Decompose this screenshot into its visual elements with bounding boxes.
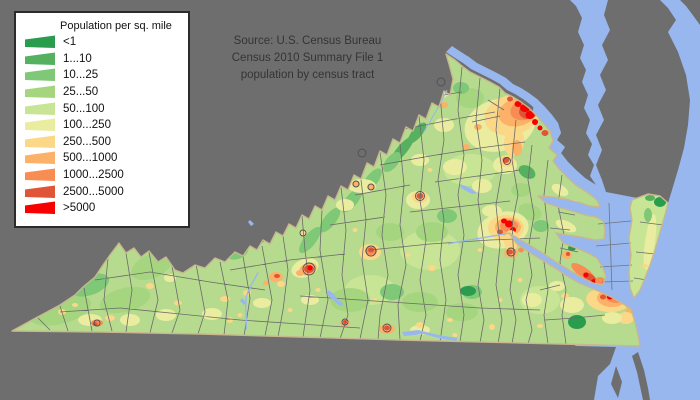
legend-swatch: [25, 85, 55, 99]
legend-swatch: [25, 168, 55, 182]
source-line-3: population by census tract: [240, 69, 375, 81]
source-line-2: Census 2010 Summary File 1: [231, 52, 384, 64]
city-outline-martinsville: [341, 318, 349, 326]
outer-banks-strip: [632, 352, 650, 400]
eastern-shore-border: [628, 193, 669, 299]
legend-swatch: [25, 118, 55, 132]
source-line-1: Source: U.S. Census Bureau: [233, 35, 382, 47]
legend-item: 1000...2500: [16, 167, 188, 184]
potomac-river: [446, 46, 612, 212]
city-outline-charlottesville: [415, 191, 425, 201]
city-boundaries-layer: [93, 77, 516, 333]
legend-rows: <1 1...10 10...25 25...50 50...100 100..…: [16, 34, 188, 217]
legend-item-label: 25...50: [63, 86, 99, 99]
legend-item: 25...50: [16, 84, 188, 101]
legend-item: 500...1000: [16, 150, 188, 167]
legend-swatch: [25, 102, 55, 115]
legend-item: 50...100: [16, 100, 188, 117]
city-outline-danville: [382, 323, 392, 333]
legend-swatch: [25, 151, 55, 165]
city-outline-waynesboro: [367, 183, 375, 191]
source-note: Source: U.S. Census Bureau Census 2010 S…: [215, 33, 400, 84]
city-outline-fredericksburg: [503, 157, 511, 165]
legend-swatch: [25, 68, 55, 82]
legend-item-label: <1: [63, 36, 77, 49]
bay-tract-boundaries: [595, 202, 634, 291]
legend-swatch: [25, 135, 55, 148]
shenandoah-river: [423, 89, 448, 133]
city-outline-roanoke: [302, 262, 316, 276]
legend-item: 10...25: [16, 67, 188, 84]
smith-mountain-lake: [327, 290, 344, 306]
legend-item: 2500...5000: [16, 183, 188, 200]
county-boundaries-layer: [37, 66, 664, 345]
city-outline-bristol: [93, 319, 101, 327]
legend-item-label: >5000: [63, 202, 96, 215]
city-outline-petersburg: [506, 247, 516, 257]
legend-item: 250...500: [16, 134, 188, 151]
legend-item-label: 50...100: [63, 102, 105, 115]
legend-swatch: [25, 52, 55, 65]
delmarva-maryland-land: [596, 0, 690, 203]
lake-anna: [460, 184, 477, 194]
legend-item-label: 250...500: [63, 135, 111, 148]
james-river: [447, 232, 510, 245]
legend-item-label: 100...250: [63, 119, 111, 132]
lake-moomaw: [248, 220, 254, 226]
north-carolina-land: [538, 345, 616, 400]
legend-item: >5000: [16, 200, 188, 217]
state-outline-layer: [11, 53, 669, 347]
lakes-rivers-layer: [240, 89, 510, 341]
legend-item-label: 1...10: [63, 52, 92, 65]
new-river: [245, 271, 259, 331]
legend-item-label: 2500...5000: [63, 185, 124, 198]
city-outline-harrisonburg: [357, 148, 367, 158]
city-outline-lynchburg: [365, 245, 377, 257]
legend-swatch: [25, 35, 55, 49]
legend-swatch: [25, 185, 55, 198]
legend-item-label: 10...25: [63, 69, 99, 82]
city-outline-winchester: [436, 77, 446, 87]
legend-title: Population per sq. mile: [60, 20, 172, 32]
legend-item: 100...250: [16, 117, 188, 134]
delaware-corner-land: [680, 0, 700, 25]
virginia-state-border: [11, 53, 641, 347]
city-outline-staunton: [352, 180, 360, 188]
kerr-reservoir: [402, 330, 458, 341]
city-outline-lexington: [299, 229, 307, 237]
neighbor-states-layer: [444, 0, 700, 400]
legend-swatch: [25, 201, 55, 215]
legend-item-label: 500...1000: [63, 152, 118, 165]
legend-item-label: 1000...2500: [63, 169, 124, 182]
maryland-land: [444, 0, 596, 185]
nc-sound-finger: [611, 366, 622, 398]
legend-panel: Population per sq. mile <1 1...10 10...2…: [14, 11, 190, 228]
county-boundaries: [37, 66, 664, 345]
legend-item: <1: [16, 34, 188, 51]
legend-item: 1...10: [16, 51, 188, 68]
